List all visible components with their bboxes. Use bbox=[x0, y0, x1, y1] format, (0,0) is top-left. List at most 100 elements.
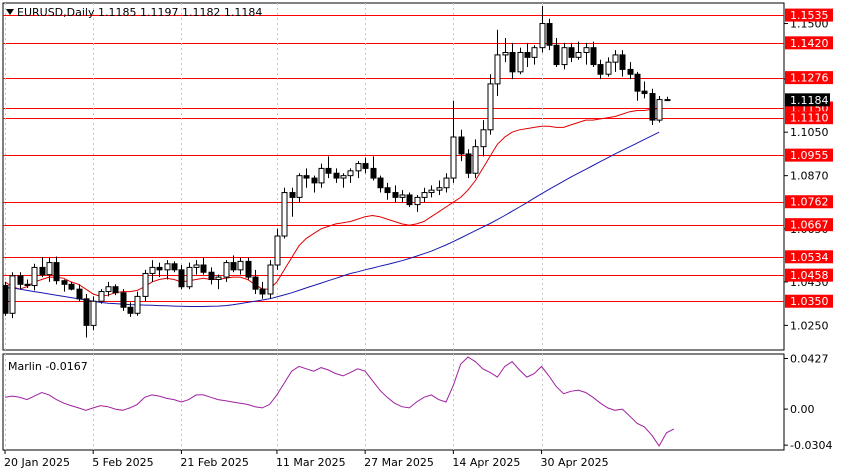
candle bbox=[553, 38, 560, 67]
level-label-value: 1.1276 bbox=[790, 72, 829, 85]
candle bbox=[656, 95, 663, 123]
time-tick-label: 20 Jan 2025 bbox=[4, 456, 70, 469]
candle-body bbox=[590, 47, 597, 66]
candle bbox=[281, 187, 288, 239]
current-price-label: 1.1184 bbox=[785, 93, 830, 107]
candle-body bbox=[502, 52, 509, 56]
candle bbox=[186, 262, 193, 290]
candle-body bbox=[531, 47, 538, 58]
candle-body bbox=[627, 68, 634, 75]
candle-body bbox=[472, 146, 479, 174]
candle bbox=[105, 281, 112, 297]
candle bbox=[627, 62, 634, 80]
symbol-ohlc-title: EURUSD,Daily 1.1185 1.1197 1.1182 1.1184 bbox=[17, 6, 262, 19]
candle-body bbox=[259, 288, 266, 295]
candle-body bbox=[311, 177, 318, 184]
candle-body bbox=[164, 263, 171, 271]
marlin-title: Marlin -0.0167 bbox=[8, 360, 88, 373]
candle-body bbox=[347, 170, 354, 177]
candle-body bbox=[200, 264, 207, 273]
candle bbox=[619, 50, 626, 77]
candle bbox=[472, 139, 479, 179]
candle-body bbox=[24, 283, 31, 287]
candle-body bbox=[83, 298, 90, 326]
candle-body bbox=[53, 262, 60, 282]
candle bbox=[509, 42, 516, 80]
candle bbox=[274, 228, 281, 270]
time-tick-label: 27 Mar 2025 bbox=[364, 456, 434, 469]
candle bbox=[634, 71, 641, 101]
candle bbox=[142, 269, 149, 302]
candle bbox=[149, 260, 156, 282]
candle-body bbox=[575, 52, 582, 58]
level-label-box bbox=[785, 111, 833, 125]
candle-body bbox=[443, 177, 450, 189]
price-panel-frame bbox=[2, 2, 785, 351]
candle bbox=[370, 156, 377, 181]
candle-body bbox=[612, 54, 619, 63]
candle bbox=[208, 267, 215, 285]
candle bbox=[546, 18, 553, 51]
candle bbox=[450, 100, 457, 183]
marlin-panel-frame bbox=[2, 353, 785, 451]
marlin-tick-label: 0.00 bbox=[790, 403, 815, 416]
candle-body bbox=[656, 99, 663, 121]
marlin-panel[interactable]: 0.0427 0.00 -0.0304 Marlin -0.0167 bbox=[2, 353, 832, 453]
candle-body bbox=[31, 266, 38, 287]
candle-body bbox=[245, 260, 252, 278]
candle bbox=[200, 257, 207, 275]
candle-body bbox=[76, 288, 83, 300]
candle-body bbox=[333, 172, 340, 179]
candle bbox=[539, 5, 546, 53]
candle bbox=[98, 289, 105, 304]
candle-body bbox=[619, 54, 626, 70]
collapse-triangle-icon[interactable] bbox=[6, 9, 14, 15]
candle-body bbox=[296, 175, 303, 198]
candle bbox=[399, 190, 406, 203]
candle bbox=[46, 257, 53, 282]
candle bbox=[134, 291, 141, 316]
candle bbox=[31, 263, 38, 291]
candle-body bbox=[414, 196, 421, 206]
candle-body bbox=[267, 264, 274, 295]
candle-body bbox=[392, 192, 399, 198]
candle bbox=[406, 192, 413, 208]
candle bbox=[178, 265, 185, 290]
current-price-box bbox=[785, 93, 830, 107]
candle-body bbox=[156, 266, 163, 271]
candle bbox=[230, 255, 237, 273]
candle-body bbox=[325, 167, 332, 174]
level-label-value: 1.0350 bbox=[790, 295, 829, 308]
candle-body bbox=[428, 189, 435, 194]
candle-body bbox=[120, 292, 127, 308]
candle bbox=[39, 257, 46, 278]
candle bbox=[296, 173, 303, 203]
candle-body bbox=[112, 286, 119, 294]
candle-body bbox=[105, 286, 112, 293]
level-label-box bbox=[785, 268, 833, 282]
candle-body bbox=[583, 47, 590, 54]
candle bbox=[303, 168, 310, 188]
candle-body bbox=[318, 167, 325, 184]
candle-body bbox=[509, 52, 516, 73]
candle-body bbox=[553, 44, 560, 66]
marlin-tick-label: 0.0427 bbox=[790, 353, 829, 366]
candle bbox=[384, 182, 391, 200]
candle-body bbox=[546, 23, 553, 46]
candle-body bbox=[274, 235, 281, 266]
candle-body bbox=[458, 136, 465, 155]
candle bbox=[223, 260, 230, 282]
candle bbox=[112, 284, 119, 296]
candle bbox=[325, 156, 332, 179]
candle bbox=[164, 260, 171, 280]
candle bbox=[597, 59, 604, 80]
time-tick-label: 11 Mar 2025 bbox=[276, 456, 346, 469]
candle bbox=[252, 269, 259, 294]
candle-body bbox=[17, 275, 24, 285]
candle-body bbox=[39, 266, 46, 276]
candle-body bbox=[494, 54, 501, 85]
price-panel[interactable]: 1.15001.12701.10501.08701.06501.04301.02… bbox=[2, 2, 833, 351]
candle bbox=[377, 175, 384, 193]
candle bbox=[245, 257, 252, 280]
candle bbox=[649, 88, 656, 125]
